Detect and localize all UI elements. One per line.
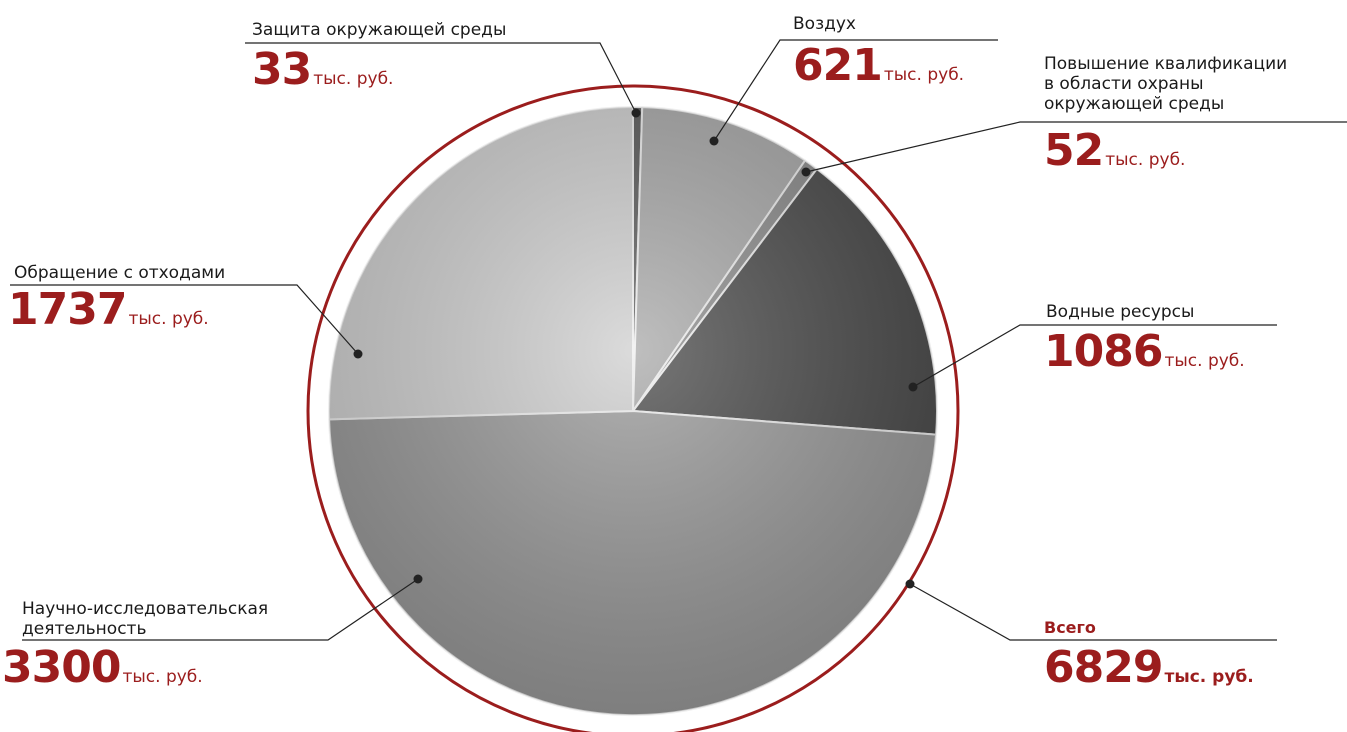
label-water: Водные ресурсы [1046, 302, 1195, 322]
dot-water [908, 382, 918, 392]
dot-research [413, 574, 423, 584]
value-protection: 33 тыс. руб. [252, 44, 393, 95]
value-total-number: 6829 [1044, 642, 1163, 693]
value-air-number: 621 [793, 40, 883, 91]
pie-slice-4 [328, 409, 938, 716]
dot-air [709, 136, 719, 146]
leader-waste [10, 284, 359, 355]
label-waste: Обращение с отходами [14, 263, 226, 283]
leader-training [805, 121, 1347, 173]
label-protection: Защита окружающей среды [252, 20, 507, 40]
leader-total [909, 583, 1277, 641]
value-training: 52 тыс. руб. [1044, 125, 1185, 176]
pie-slice-5 [328, 105, 634, 421]
value-research-number: 3300 [2, 642, 121, 693]
leader-research [22, 578, 419, 641]
value-water-number: 1086 [1044, 326, 1163, 377]
label-research-line2: деятельность [22, 619, 147, 639]
dot-protection [631, 108, 641, 118]
value-waste-unit: тыс. руб. [128, 309, 209, 329]
value-water-unit: тыс. руб. [1164, 351, 1245, 371]
value-waste: 1737 тыс. руб. [8, 284, 209, 335]
total-ring [306, 84, 960, 732]
value-waste-number: 1737 [8, 284, 127, 335]
value-water: 1086 тыс. руб. [1044, 326, 1245, 377]
leader-water [912, 324, 1277, 388]
label-training-line3: окружающей среды [1044, 94, 1225, 114]
label-air: Воздух [793, 14, 856, 34]
value-protection-unit: тыс. руб. [313, 69, 394, 89]
leader-protection [245, 42, 637, 114]
value-total: 6829 тыс. руб. [1044, 642, 1254, 693]
value-air: 621 тыс. руб. [793, 40, 964, 91]
value-research-unit: тыс. руб. [122, 667, 203, 687]
dot-training [801, 167, 811, 177]
label-research: Научно-исследовательская деятельность [22, 599, 268, 639]
label-training-line1: Повышение квалификации [1044, 54, 1288, 74]
dot-waste [353, 349, 363, 359]
value-air-unit: тыс. руб. [883, 65, 965, 85]
label-training-line2: в области охраны [1044, 74, 1204, 94]
label-research-line1: Научно-исследовательская [22, 599, 269, 619]
value-training-number: 52 [1044, 125, 1104, 176]
dot-total [905, 579, 915, 589]
leader-air [713, 39, 998, 142]
label-training: Повышение квалификации в области охраны … [1044, 54, 1287, 114]
value-training-unit: тыс. руб. [1105, 150, 1186, 170]
value-protection-number: 33 [252, 44, 312, 95]
value-research: 3300 тыс. руб. [2, 642, 203, 693]
label-total: Всего [1044, 618, 1096, 637]
value-total-unit: тыс. руб. [1164, 667, 1254, 687]
